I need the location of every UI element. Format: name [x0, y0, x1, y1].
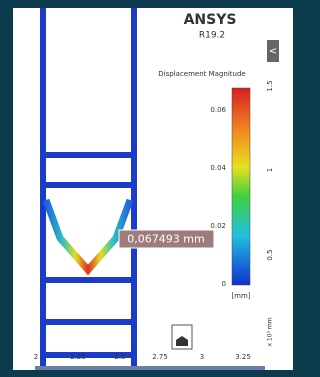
legend-tick: 0.06 — [210, 106, 226, 114]
app-title: ANSYS — [184, 12, 237, 28]
viewport — [13, 8, 293, 370]
legend-tick: 0.04 — [210, 164, 226, 172]
ruler-label: 1.5 — [266, 80, 274, 91]
probe-label: 0,067493 mm — [127, 233, 204, 246]
collapse-icon[interactable]: < — [269, 46, 277, 57]
ruler-bar — [35, 366, 265, 370]
ruler-label: 2.75 — [152, 353, 168, 361]
legend-title: Displacement Magnitude — [158, 70, 245, 78]
color-bar — [232, 88, 250, 285]
ruler-label: 3 — [200, 353, 204, 361]
ruler-unit: x 10³ mm — [267, 317, 274, 346]
ruler-label: 0.5 — [266, 249, 274, 260]
ruler-label: 1 — [266, 168, 274, 172]
legend-tick: 0 — [222, 280, 226, 288]
ruler-label: 2.5 — [114, 353, 125, 361]
screenshot: 0,067493 mm ANSYS R19.2 < Displacement M… — [0, 0, 303, 377]
ruler-label: 2.25 — [70, 353, 86, 361]
page: 0,067493 mm ANSYS R19.2 < Displacement M… — [0, 0, 303, 377]
ruler-label: 3.25 — [235, 353, 251, 361]
legend-unit: [mm] — [231, 292, 250, 300]
legend-tick: 0.02 — [210, 222, 226, 230]
ruler-label: 2 — [34, 353, 38, 361]
app-version: R19.2 — [199, 31, 225, 41]
